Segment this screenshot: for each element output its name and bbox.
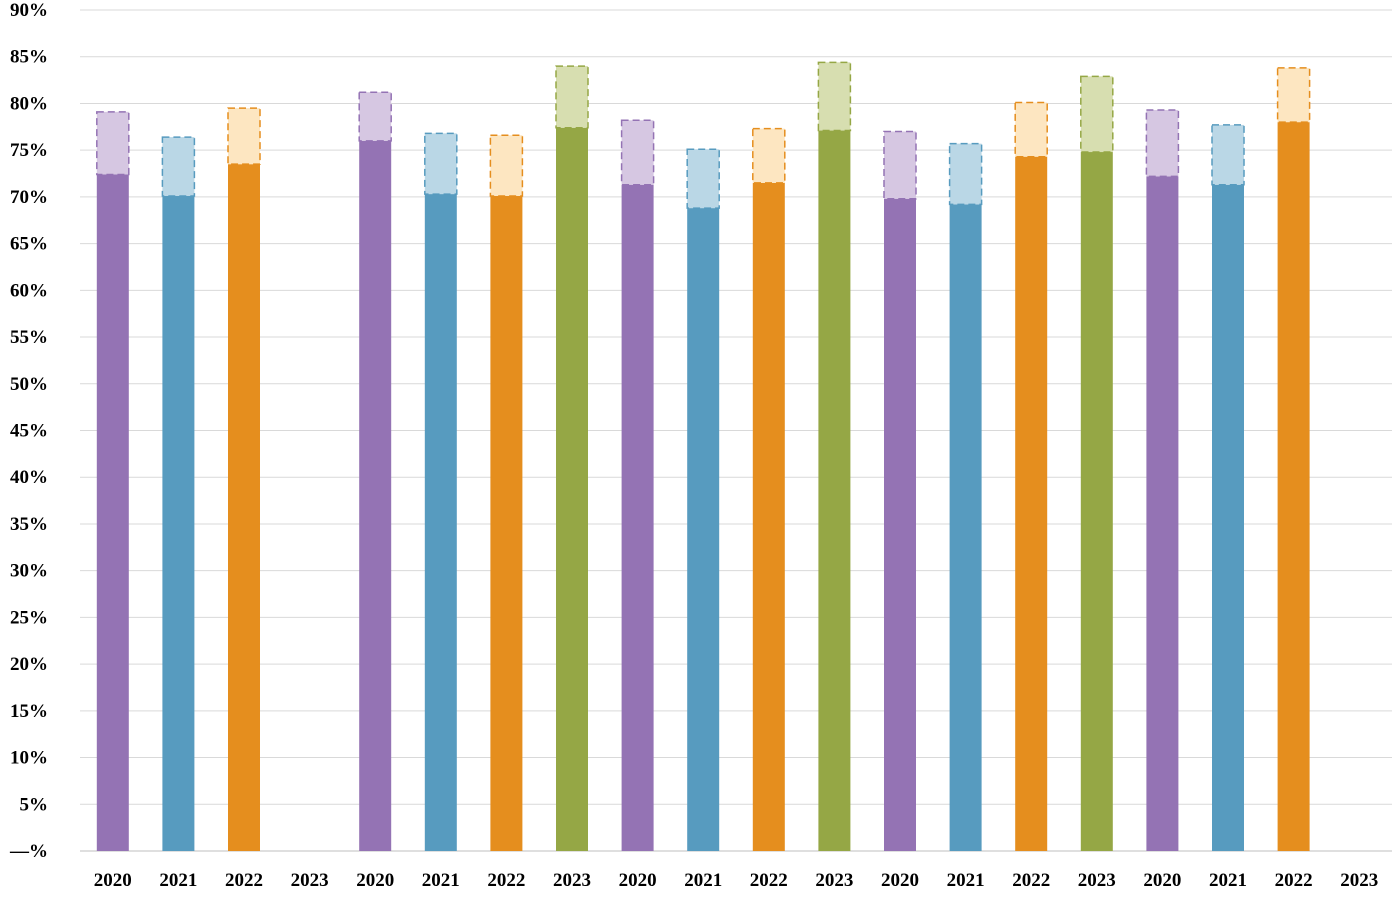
bar-range-15 bbox=[1080, 75, 1114, 153]
bar-range-5 bbox=[424, 132, 458, 195]
y-tick-label: 20% bbox=[10, 654, 48, 675]
y-tick-label: 90% bbox=[10, 0, 48, 21]
bar-base-10 bbox=[752, 182, 785, 852]
y-tick-label: 75% bbox=[10, 140, 48, 161]
y-tick-label: 80% bbox=[10, 93, 48, 114]
bar-base-11 bbox=[818, 130, 851, 851]
bar-range-0 bbox=[96, 111, 130, 176]
bar-range-11 bbox=[817, 61, 852, 132]
x-tick-label: 2021 bbox=[1209, 870, 1247, 891]
bar-base-14 bbox=[1015, 156, 1048, 852]
bar-base-17 bbox=[1212, 184, 1244, 852]
bar-range-8 bbox=[620, 119, 655, 186]
y-tick-label: 65% bbox=[10, 234, 48, 255]
y-tick-label: 35% bbox=[10, 514, 48, 535]
y-tick-label: 30% bbox=[10, 561, 48, 582]
bar-range-6 bbox=[489, 134, 524, 197]
bar-base-16 bbox=[1146, 176, 1179, 851]
x-tick-label: 2020 bbox=[619, 870, 657, 891]
bar-range-13 bbox=[948, 142, 983, 206]
y-tick-label: 55% bbox=[10, 327, 48, 348]
bars bbox=[96, 61, 1311, 852]
y-tick-label: 45% bbox=[10, 421, 48, 442]
y-tick-label: 25% bbox=[10, 607, 48, 628]
y-tick-label: —% bbox=[9, 841, 48, 862]
bar-base-8 bbox=[621, 184, 654, 852]
bar-range-10 bbox=[752, 127, 786, 184]
bar-range-7 bbox=[555, 65, 589, 129]
x-axis: 2020 2021 2022 2023 2020 2021 2022 2023 2020 2021… bbox=[94, 870, 1378, 891]
bar-range-16 bbox=[1145, 109, 1180, 178]
x-tick-label: 2020 bbox=[356, 870, 394, 891]
x-tick-label: 2022 bbox=[225, 870, 263, 891]
bar-range-1 bbox=[161, 136, 196, 197]
bar-base-0 bbox=[96, 174, 129, 851]
y-tick-label: 60% bbox=[10, 280, 48, 301]
gridlines bbox=[80, 9, 1392, 852]
x-tick-label: 2021 bbox=[422, 870, 460, 891]
bar-base-13 bbox=[949, 204, 982, 851]
x-tick-label: 2023 bbox=[553, 870, 591, 891]
x-tick-label: 2023 bbox=[291, 870, 329, 891]
bar-base-6 bbox=[490, 195, 523, 851]
bar-range-14 bbox=[1014, 101, 1048, 158]
x-tick-label: 2023 bbox=[1340, 870, 1378, 891]
y-tick-label: 85% bbox=[10, 47, 48, 68]
y-axis: —% 5% 10% 15% 20% 25% 30% 35% 40% 45% 50% 55% 60% 65%… bbox=[9, 0, 48, 862]
y-tick-label: 15% bbox=[10, 701, 48, 722]
x-tick-label: 2022 bbox=[750, 870, 788, 891]
x-tick-label: 2021 bbox=[684, 870, 722, 891]
x-tick-label: 2021 bbox=[159, 870, 197, 891]
x-tick-label: 2023 bbox=[815, 870, 853, 891]
bar-base-15 bbox=[1080, 152, 1113, 852]
bar-base-5 bbox=[424, 194, 457, 851]
bar-range-9 bbox=[686, 148, 720, 209]
x-tick-label: 2023 bbox=[1078, 870, 1116, 891]
y-tick-label: 70% bbox=[10, 187, 48, 208]
x-tick-label: 2021 bbox=[947, 870, 985, 891]
bar-range-18 bbox=[1276, 67, 1311, 123]
bar-base-4 bbox=[359, 140, 392, 852]
bar-range-2 bbox=[227, 107, 261, 165]
x-tick-label: 2020 bbox=[94, 870, 132, 891]
x-tick-label: 2020 bbox=[1143, 870, 1181, 891]
y-tick-label: 5% bbox=[20, 794, 49, 815]
bar-base-18 bbox=[1277, 122, 1310, 852]
bar-base-1 bbox=[162, 195, 195, 851]
bar-base-7 bbox=[556, 127, 588, 852]
bar-range-12 bbox=[883, 130, 917, 200]
y-tick-label: 10% bbox=[10, 748, 48, 769]
y-tick-label: 50% bbox=[10, 374, 48, 395]
bar-range-17 bbox=[1211, 124, 1245, 186]
bar-base-12 bbox=[884, 198, 916, 851]
x-tick-label: 2022 bbox=[1275, 870, 1313, 891]
x-tick-label: 2020 bbox=[881, 870, 919, 891]
bar-base-9 bbox=[687, 208, 720, 851]
y-tick-label: 40% bbox=[10, 467, 48, 488]
bar-base-2 bbox=[228, 164, 260, 851]
x-tick-label: 2022 bbox=[1012, 870, 1050, 891]
x-tick-label: 2022 bbox=[487, 870, 525, 891]
bar-range-4 bbox=[358, 91, 392, 142]
